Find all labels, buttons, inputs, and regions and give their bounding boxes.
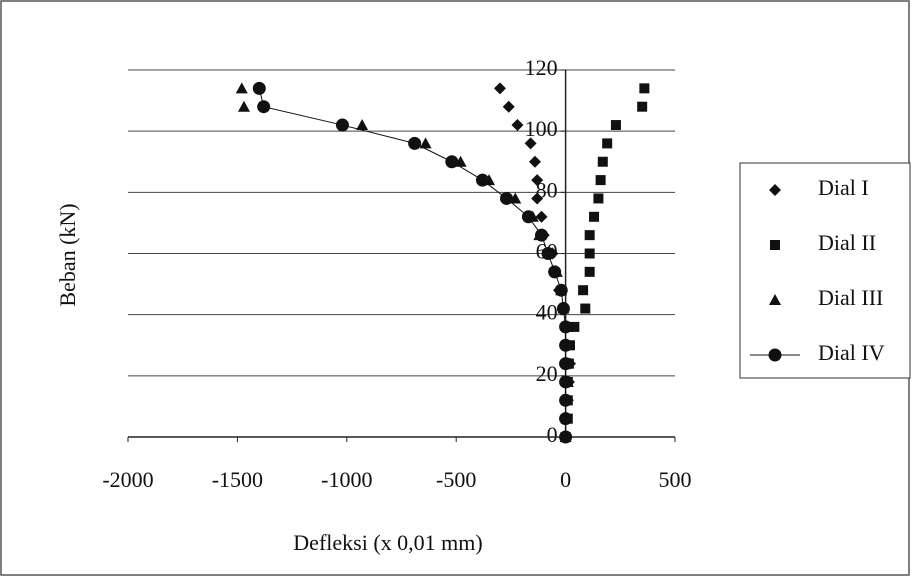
data-point bbox=[419, 137, 432, 149]
data-point bbox=[639, 83, 650, 94]
data-point bbox=[500, 191, 514, 205]
data-point bbox=[589, 211, 600, 222]
legend-marker bbox=[769, 294, 781, 305]
data-point bbox=[597, 156, 608, 167]
legend-box bbox=[739, 162, 911, 379]
y-tick-label: 0 bbox=[547, 422, 558, 447]
legend-marker bbox=[770, 240, 780, 250]
data-point bbox=[637, 101, 648, 112]
data-point bbox=[493, 82, 506, 95]
legend-marker bbox=[768, 348, 782, 362]
data-point bbox=[502, 100, 515, 113]
data-point bbox=[602, 138, 613, 149]
x-tick-label: 0 bbox=[560, 467, 571, 492]
data-point bbox=[524, 137, 537, 150]
x-tick-label: 500 bbox=[659, 467, 692, 492]
data-point bbox=[235, 82, 248, 94]
data-point bbox=[335, 118, 349, 132]
data-point bbox=[610, 120, 621, 131]
legend-label: Dial II bbox=[818, 230, 876, 255]
data-point bbox=[559, 338, 573, 352]
data-point bbox=[511, 119, 524, 132]
y-tick-label: 120 bbox=[525, 55, 558, 80]
x-tick-label: -500 bbox=[436, 467, 476, 492]
data-point bbox=[595, 175, 606, 186]
legend-marker bbox=[769, 184, 781, 196]
data-point bbox=[408, 136, 422, 150]
x-tick-label: -2000 bbox=[102, 467, 153, 492]
data-point bbox=[528, 155, 541, 168]
data-point bbox=[593, 193, 604, 204]
data-point bbox=[556, 302, 570, 316]
data-point bbox=[584, 266, 595, 277]
y-tick-label: 40 bbox=[536, 300, 558, 325]
data-point bbox=[580, 303, 591, 314]
data-point bbox=[356, 119, 369, 131]
legend-label: Dial I bbox=[818, 175, 869, 200]
data-point bbox=[559, 357, 573, 371]
data-point bbox=[559, 375, 573, 389]
x-axis-title: Defleksi (x 0,01 mm) bbox=[293, 530, 482, 555]
data-point bbox=[541, 247, 555, 260]
data-point bbox=[445, 155, 459, 169]
data-point bbox=[584, 248, 595, 259]
data-point bbox=[531, 174, 544, 187]
data-point bbox=[535, 228, 549, 242]
x-tick-label: -1500 bbox=[212, 467, 263, 492]
data-point bbox=[475, 173, 489, 187]
legend-label: Dial III bbox=[818, 285, 883, 310]
data-point bbox=[578, 285, 589, 296]
data-point bbox=[584, 230, 595, 241]
x-tick-label: -1000 bbox=[321, 467, 372, 492]
data-point bbox=[559, 430, 573, 444]
data-point bbox=[569, 321, 580, 332]
data-point bbox=[559, 412, 573, 426]
data-point bbox=[559, 320, 573, 334]
data-point bbox=[257, 100, 271, 114]
data-point bbox=[554, 283, 568, 297]
y-tick-label: 80 bbox=[536, 177, 558, 202]
data-point bbox=[559, 393, 573, 407]
data-point bbox=[237, 100, 250, 112]
y-axis-title: Beban (kN) bbox=[55, 203, 80, 306]
data-point bbox=[531, 192, 544, 205]
y-tick-label: 20 bbox=[536, 361, 558, 386]
data-point bbox=[521, 210, 535, 224]
y-tick-label: 100 bbox=[525, 116, 558, 141]
data-point bbox=[252, 81, 266, 95]
legend-label: Dial IV bbox=[818, 340, 885, 365]
data-point bbox=[535, 210, 548, 223]
data-point bbox=[548, 265, 562, 279]
